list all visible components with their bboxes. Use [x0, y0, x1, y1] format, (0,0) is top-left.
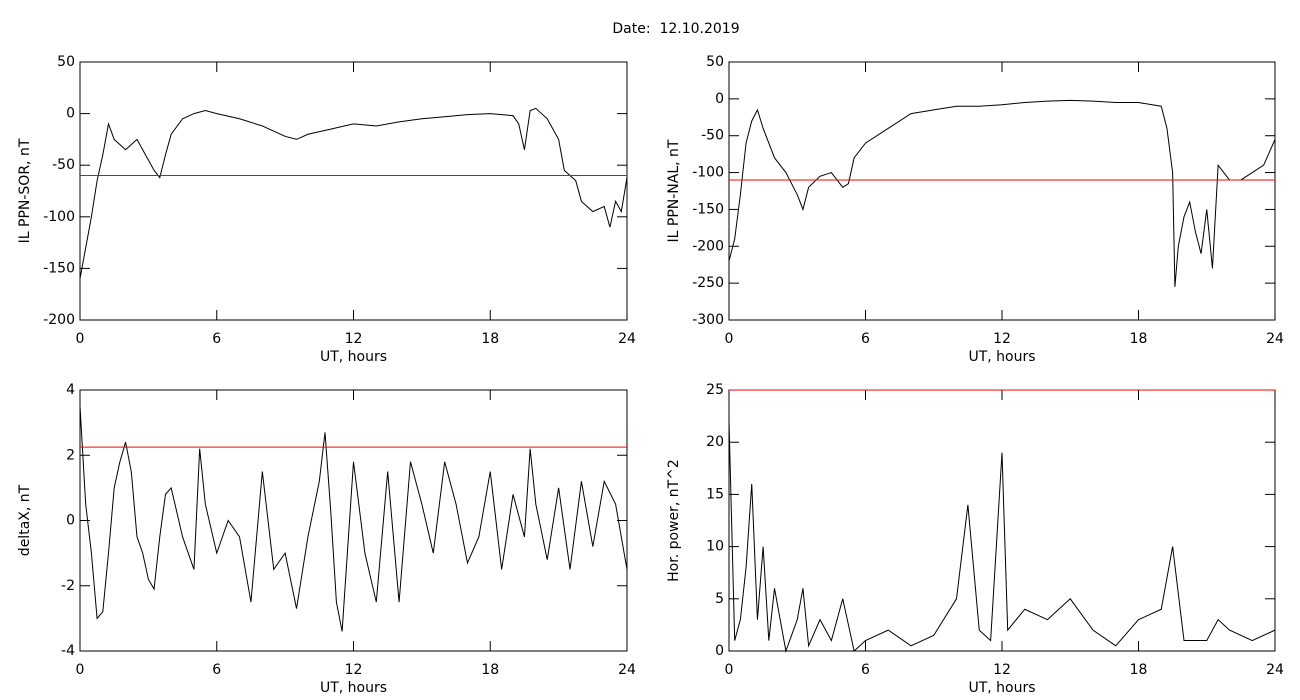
y-tick-label: -200: [692, 238, 724, 254]
plot-frame: [728, 61, 1276, 321]
plot-frame: [728, 389, 1276, 652]
y-tick-label: 10: [706, 539, 724, 555]
y-tick-label: 0: [66, 106, 75, 122]
x-tick-label: 12: [345, 662, 363, 678]
y-tick-label: -4: [61, 643, 75, 659]
x-tick-label: 24: [618, 331, 636, 347]
x-tick-label: 6: [212, 331, 221, 347]
plot-frame: [79, 61, 628, 321]
x-tick-label: 12: [993, 662, 1011, 678]
x-axis-label: UT, hours: [968, 349, 1035, 365]
x-tick-label: 18: [1130, 662, 1148, 678]
data-line: [728, 99, 1276, 287]
y-tick-label: -50: [701, 128, 724, 144]
x-tick-label: 0: [725, 662, 734, 678]
y-axis-label: deltaX, nT: [17, 484, 33, 556]
x-tick-label: 0: [725, 331, 734, 347]
figure-title: Date: 12.10.2019: [612, 21, 739, 37]
y-tick-label: -100: [43, 209, 75, 225]
y-tick-label: -150: [692, 201, 724, 217]
x-tick-label: 0: [76, 662, 85, 678]
x-tick-label: 0: [76, 331, 85, 347]
y-tick-label: 0: [715, 91, 724, 107]
x-axis-label: UT, hours: [968, 680, 1035, 696]
x-tick-label: 24: [618, 662, 636, 678]
x-tick-label: 12: [993, 331, 1011, 347]
y-tick-label: -100: [692, 165, 724, 181]
data-line: [79, 107, 628, 279]
data-line: [728, 421, 1276, 653]
subplot: 0 6 12 18 24 0 5 10 15 20 25 UT, hours Hor. power, n…: [666, 382, 1284, 696]
y-tick-label: -2: [61, 578, 75, 594]
x-tick-label: 24: [1266, 662, 1284, 678]
y-tick-label: 50: [57, 54, 75, 70]
x-tick-label: 12: [345, 331, 363, 347]
y-tick-label: -200: [43, 312, 75, 328]
x-tick-label: 6: [861, 331, 870, 347]
y-tick-label: 4: [66, 382, 75, 398]
x-tick-label: 6: [212, 662, 221, 678]
y-tick-label: 50: [706, 54, 724, 70]
y-tick-label: -250: [692, 275, 724, 291]
subplot: 0 6 12 18 24 -200 -150 -100 -50 0 50 UT, hours IL PP…: [17, 54, 636, 365]
y-tick-label: 0: [715, 643, 724, 659]
x-tick-label: 24: [1266, 331, 1284, 347]
y-tick-label: 20: [706, 434, 724, 450]
y-tick-label: -150: [43, 260, 75, 276]
x-tick-label: 18: [481, 331, 499, 347]
data-line: [79, 406, 628, 632]
x-tick-label: 18: [481, 662, 499, 678]
y-tick-label: 15: [706, 486, 724, 502]
y-tick-label: -50: [52, 157, 75, 173]
y-tick-label: 5: [715, 591, 724, 607]
subplot: 0 6 12 18 24 -300 -250 -200 -150 -100 -50 0 50 UT, ho…: [666, 54, 1284, 365]
y-tick-label: 0: [66, 513, 75, 529]
x-tick-label: 18: [1130, 331, 1148, 347]
x-axis-label: UT, hours: [320, 349, 387, 365]
y-tick-label: 25: [706, 382, 724, 398]
y-tick-label: 2: [66, 447, 75, 463]
y-axis-label: Hor. power, nT^2: [666, 459, 682, 582]
y-axis-label: IL PPN-NAL, nT: [666, 139, 682, 242]
y-axis-label: IL PPN-SOR, nT: [17, 138, 33, 243]
x-axis-label: UT, hours: [320, 680, 387, 696]
y-tick-label: -300: [692, 312, 724, 328]
x-tick-label: 6: [861, 662, 870, 678]
